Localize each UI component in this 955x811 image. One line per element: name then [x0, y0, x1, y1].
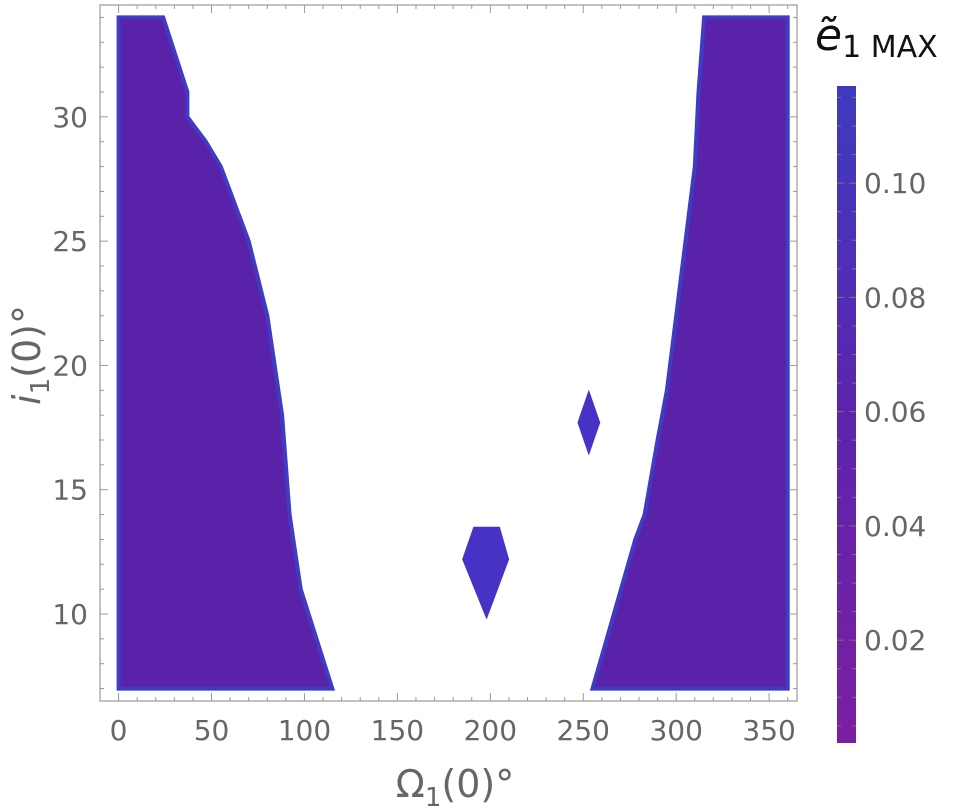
y-tick-label: 10 [52, 598, 88, 631]
colorbar-tick-label: 0.04 [864, 510, 926, 543]
x-axis-title: Ω1(0)° [396, 762, 514, 811]
colorbar-ticks: 0.02 0.04 0.06 0.08 0.10 [837, 96, 926, 727]
colorbar-title-subscript: 1 MAX [842, 30, 938, 65]
heatmap-regions [116, 15, 790, 691]
y-tick-label: 15 [52, 474, 88, 507]
y-tick-label: 25 [52, 225, 88, 258]
x-tick-label: 350 [742, 714, 795, 747]
y-axis-title: i1(0)° [5, 305, 56, 405]
island-255 [577, 389, 601, 456]
right-region [589, 15, 790, 691]
colorbar-title: ẽ1 MAX [815, 10, 938, 65]
y-tick-label: 20 [52, 349, 88, 382]
colorbar [837, 86, 856, 743]
left-region [116, 15, 336, 691]
x-axis-subscript: 1 [425, 783, 442, 811]
island-200 [462, 526, 510, 620]
x-tick-label: 50 [194, 714, 230, 747]
x-tick-labels: 0 50 100 150 200 250 300 350 [110, 714, 796, 747]
x-tick-label: 100 [278, 714, 331, 747]
y-tick-labels: 10 15 20 25 30 [52, 101, 88, 631]
y-axis-rest: (0)° [5, 305, 49, 378]
plot-frame [99, 4, 798, 702]
x-tick-label: 250 [557, 714, 610, 747]
colorbar-tick-label: 0.10 [864, 167, 926, 200]
x-tick-label: 150 [371, 714, 424, 747]
x-axis-rest: (0)° [441, 762, 514, 806]
x-tick-label: 300 [649, 714, 702, 747]
colorbar-tick-label: 0.06 [864, 396, 926, 429]
x-tick-label: 0 [110, 714, 128, 747]
axis-ticks [100, 5, 797, 701]
colorbar-tick-label: 0.02 [864, 624, 926, 657]
x-axis-symbol: Ω [396, 762, 425, 806]
x-tick-label: 200 [464, 714, 517, 747]
y-axis-symbol: i [5, 394, 49, 405]
colorbar-tick-label: 0.08 [864, 281, 926, 314]
y-axis-subscript: 1 [26, 378, 56, 395]
y-tick-label: 30 [52, 101, 88, 134]
colorbar-title-symbol: ẽ [815, 10, 842, 61]
